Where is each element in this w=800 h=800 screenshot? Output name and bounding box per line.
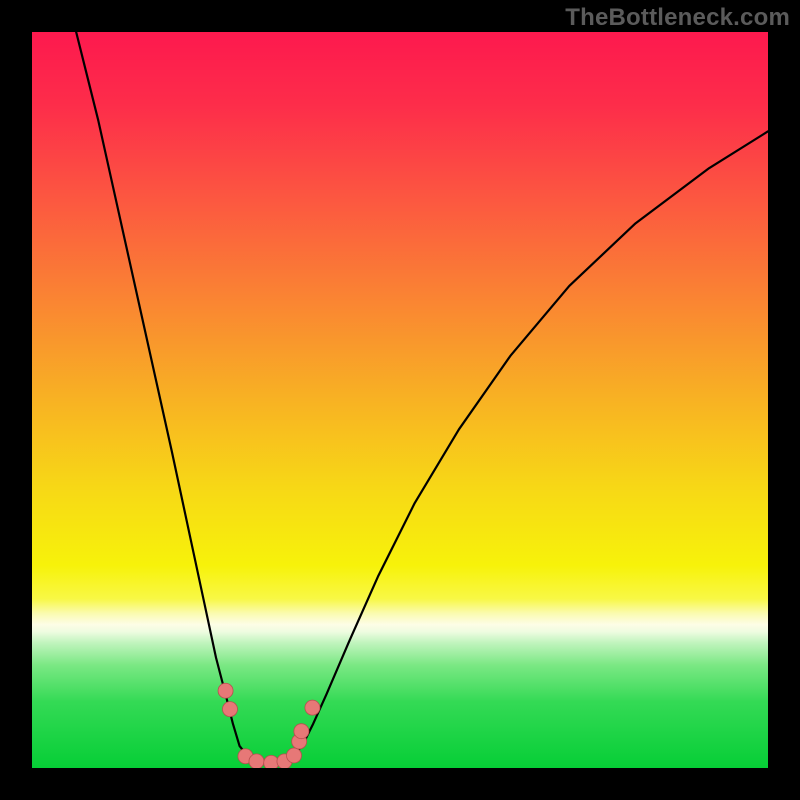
marker-dot xyxy=(305,700,320,715)
marker-dot xyxy=(294,724,309,739)
marker-dot xyxy=(249,754,264,769)
plot-area xyxy=(32,32,768,768)
marker-dot xyxy=(287,748,302,763)
marker-dot xyxy=(218,683,233,698)
bottleneck-chart xyxy=(0,0,800,800)
stage: TheBottleneck.com xyxy=(0,0,800,800)
marker-dot xyxy=(222,702,237,717)
